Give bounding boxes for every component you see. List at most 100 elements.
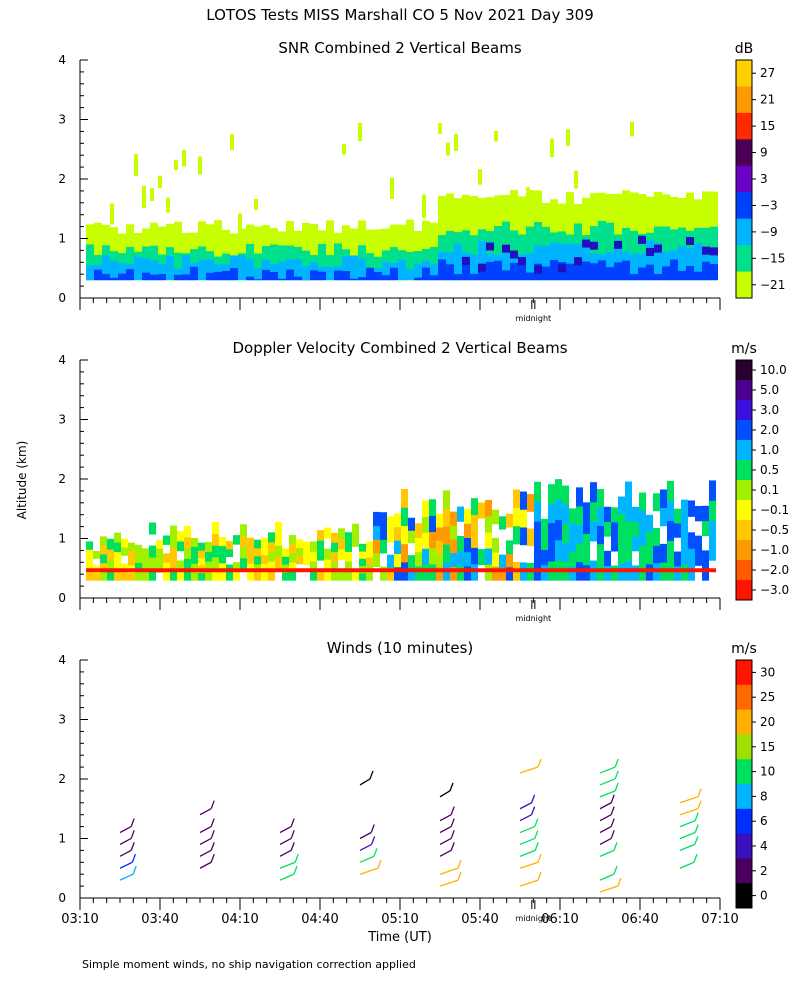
wind-barb-flag bbox=[537, 758, 542, 768]
wind-barb bbox=[359, 843, 372, 851]
snr-cell bbox=[126, 246, 134, 281]
snr-cell bbox=[366, 253, 374, 281]
doppler-cell bbox=[254, 547, 261, 557]
doppler-cell bbox=[597, 525, 604, 545]
colorbar-label: 25 bbox=[760, 690, 775, 704]
doppler-cell bbox=[317, 530, 324, 541]
doppler-cell bbox=[331, 561, 338, 572]
snr-cell bbox=[526, 272, 534, 281]
wind-barb bbox=[519, 802, 532, 810]
doppler-cell bbox=[569, 568, 576, 573]
doppler-cell bbox=[674, 508, 681, 524]
colorbar-label: 4 bbox=[760, 839, 768, 853]
snr-cell bbox=[478, 271, 486, 281]
snr-cell bbox=[534, 201, 538, 221]
doppler-cell bbox=[219, 571, 226, 581]
doppler-cell bbox=[625, 540, 632, 561]
doppler-cell bbox=[485, 499, 492, 517]
panel-winds-title: Winds (10 minutes) bbox=[327, 639, 474, 657]
doppler-cell bbox=[107, 549, 114, 560]
snr-cell bbox=[686, 248, 694, 281]
snr-cell bbox=[686, 265, 694, 281]
doppler-cell bbox=[268, 551, 275, 562]
x-tick-label: 03:10 bbox=[61, 912, 98, 927]
doppler-cell bbox=[632, 521, 639, 537]
doppler-cell bbox=[702, 520, 709, 537]
snr-cell bbox=[414, 277, 422, 281]
snr-cell bbox=[262, 269, 270, 281]
doppler-cell bbox=[576, 487, 583, 507]
colorbar-swatch bbox=[736, 808, 752, 835]
wind-barb-flag bbox=[132, 865, 137, 875]
doppler-cell bbox=[86, 568, 93, 573]
y-tick-label: 0 bbox=[58, 291, 66, 305]
doppler-cell bbox=[422, 568, 429, 573]
snr-cell bbox=[686, 237, 694, 246]
snr-cell bbox=[350, 228, 358, 281]
doppler-cell bbox=[135, 553, 142, 563]
doppler-cell bbox=[170, 525, 177, 537]
snr-cell bbox=[494, 226, 502, 281]
doppler-cell bbox=[562, 568, 569, 573]
snr-cell bbox=[406, 269, 414, 281]
doppler-cell bbox=[233, 535, 240, 545]
y-tick-label: 0 bbox=[58, 591, 66, 605]
snr-cell bbox=[110, 277, 118, 281]
doppler-cell bbox=[492, 537, 499, 553]
doppler-cell bbox=[534, 501, 541, 522]
y-tick-label: 2 bbox=[58, 772, 66, 786]
snr-cell bbox=[606, 222, 614, 281]
doppler-cell bbox=[198, 557, 205, 566]
doppler-cell bbox=[520, 526, 527, 546]
colorbar-label: −0.5 bbox=[760, 523, 789, 537]
doppler-cell bbox=[660, 568, 667, 573]
doppler-cell bbox=[226, 572, 233, 581]
snr-cell bbox=[150, 274, 158, 281]
doppler-cell bbox=[205, 561, 212, 572]
doppler-cell bbox=[352, 523, 359, 536]
doppler-cell bbox=[254, 539, 261, 549]
doppler-cell bbox=[555, 568, 562, 573]
doppler-cell bbox=[268, 561, 275, 572]
doppler-cell bbox=[443, 526, 450, 545]
doppler-cell bbox=[366, 568, 373, 573]
snr-cell bbox=[654, 273, 662, 281]
snr-cell bbox=[558, 264, 566, 273]
doppler-cell bbox=[702, 505, 709, 522]
doppler-cell bbox=[247, 546, 254, 556]
snr-cell bbox=[462, 256, 470, 265]
doppler-cell bbox=[485, 515, 492, 533]
midnight-label: midnight bbox=[515, 314, 551, 323]
wind-barb-flag bbox=[610, 818, 615, 827]
doppler-cell bbox=[387, 568, 394, 573]
x-axis-label: Time (UT) bbox=[367, 930, 432, 945]
snr-cell bbox=[574, 260, 582, 281]
wind-barb-flag bbox=[210, 854, 215, 863]
y-tick-label: 1 bbox=[58, 232, 66, 246]
doppler-cell bbox=[247, 568, 254, 573]
snr-cell bbox=[622, 260, 630, 281]
snr-cell bbox=[254, 253, 262, 281]
snr-cell bbox=[590, 241, 598, 250]
doppler-cell bbox=[674, 551, 681, 567]
doppler-cell bbox=[303, 568, 310, 573]
colorbar-label: 2.0 bbox=[760, 423, 779, 437]
doppler-cell bbox=[394, 513, 401, 528]
doppler-cell bbox=[681, 499, 688, 517]
snr-cell bbox=[502, 244, 510, 253]
doppler-cell bbox=[128, 557, 135, 566]
doppler-cell bbox=[429, 515, 436, 533]
doppler-cell bbox=[268, 568, 275, 573]
colorbar-label: 5.0 bbox=[760, 383, 779, 397]
snr-cell bbox=[446, 142, 450, 156]
snr-cell bbox=[606, 267, 614, 281]
snr-cell bbox=[230, 268, 238, 281]
doppler-cell bbox=[114, 532, 121, 543]
snr-cell bbox=[702, 246, 710, 255]
doppler-cell bbox=[170, 558, 177, 570]
snr-cell bbox=[174, 159, 178, 171]
colorbar-label: 15 bbox=[760, 119, 775, 133]
doppler-cell bbox=[373, 511, 380, 527]
snr-cell bbox=[94, 222, 102, 281]
doppler-cell bbox=[324, 568, 331, 573]
